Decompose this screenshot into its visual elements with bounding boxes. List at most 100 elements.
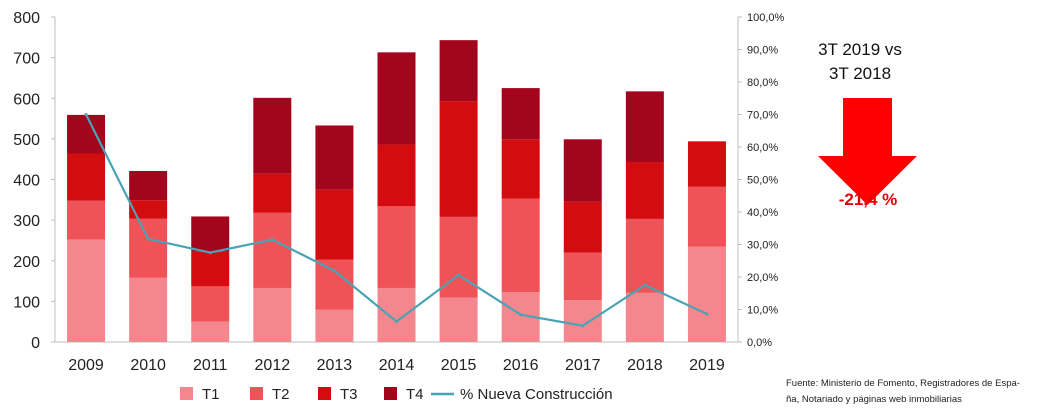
x-tick-label: 2017 xyxy=(565,357,601,374)
legend-label-t1: T1 xyxy=(202,386,220,403)
bar-t2-2018 xyxy=(625,218,664,293)
bar-t1-2018 xyxy=(625,292,664,342)
bar-t4-2015 xyxy=(439,40,478,102)
x-tick-label: 2018 xyxy=(627,357,663,374)
y2-tick-label: 30,0% xyxy=(747,240,778,252)
y2-tick-label: 10,0% xyxy=(747,305,778,317)
bar-t4-2018 xyxy=(625,91,664,163)
source-line-1: Fuente: Ministerio de Fomento, Registrad… xyxy=(786,378,1020,389)
bars-group xyxy=(67,40,726,342)
y2-tick-label: 90,0% xyxy=(747,45,778,57)
x-tick-label: 2016 xyxy=(503,357,539,374)
labels-group: 0 100 200 300 400 500 600 700 800 0,0% 10,0% 20,0% 3… xyxy=(13,10,784,374)
line-point-2013 xyxy=(332,269,336,273)
y-tick-label: 0 xyxy=(31,335,40,352)
bar-t3-2018 xyxy=(625,162,664,219)
bar-t1-2015 xyxy=(439,297,478,342)
bar-t4-2016 xyxy=(501,88,540,140)
comparison-title-line1: 3T 2019 vs xyxy=(818,40,902,59)
bar-t1-2013 xyxy=(315,309,354,342)
source-line-2: ña, Notariado y páginas web inmobiliaria… xyxy=(786,394,962,405)
x-tick-label: 2011 xyxy=(193,357,228,374)
y2-tick-label: 70,0% xyxy=(747,110,778,122)
bar-t2-2011 xyxy=(191,286,230,322)
y2-tick-label: 100,0% xyxy=(747,12,785,24)
bar-t3-2017 xyxy=(563,201,602,253)
bar-t4-2011 xyxy=(191,216,230,252)
y-tick-label: 600 xyxy=(13,91,40,108)
bar-t3-2013 xyxy=(315,189,354,260)
bar-t1-2019 xyxy=(687,246,726,342)
bar-t3-2019 xyxy=(687,141,726,187)
y-tick-label: 800 xyxy=(13,10,40,27)
bar-t2-2017 xyxy=(563,252,602,301)
bar-t2-2016 xyxy=(501,198,540,293)
y-tick-label: 100 xyxy=(13,294,40,311)
y-tick-label: 300 xyxy=(13,213,40,230)
legend-swatch-t1 xyxy=(180,387,193,400)
y-tick-label: 400 xyxy=(13,173,40,190)
line-point-2017 xyxy=(581,324,585,328)
percent-change-value: -21,4 % xyxy=(838,190,898,209)
line-point-2018 xyxy=(643,283,647,287)
legend-label-t2: T2 xyxy=(272,386,290,403)
y2-tick-label: 20,0% xyxy=(747,272,778,284)
legend-label-line: % Nueva Construcción xyxy=(460,386,613,403)
x-tick-label: 2019 xyxy=(689,357,725,374)
x-tick-label: 2013 xyxy=(317,357,353,374)
bar-t1-2017 xyxy=(563,300,602,342)
bar-t3-2014 xyxy=(377,144,416,207)
line-point-2010 xyxy=(146,237,150,241)
line-point-2014 xyxy=(395,320,398,324)
y-tick-label: 700 xyxy=(13,51,40,68)
bar-t2-2012 xyxy=(253,212,292,288)
y-tick-label: 500 xyxy=(13,132,40,149)
bar-t2-2010 xyxy=(129,218,168,278)
x-tick-label: 2012 xyxy=(255,357,291,374)
y-tick-label: 200 xyxy=(13,254,40,271)
line-point-2009 xyxy=(84,113,88,116)
y2-tick-label: 40,0% xyxy=(747,207,778,219)
bar-t2-2019 xyxy=(687,186,726,247)
bar-t4-2012 xyxy=(253,97,292,174)
axes xyxy=(51,16,742,343)
bar-t4-2014 xyxy=(377,52,416,145)
bar-t4-2010 xyxy=(129,170,168,201)
bar-t3-2012 xyxy=(253,173,292,213)
bar-t3-2009 xyxy=(67,153,106,201)
bar-t1-2012 xyxy=(253,287,292,342)
x-tick-label: 2009 xyxy=(68,357,104,374)
bar-t1-2011 xyxy=(191,321,230,342)
source-note: Fuente: Ministerio de Fomento, Registrad… xyxy=(786,376,1036,408)
bar-t4-2009 xyxy=(67,114,106,154)
y2-tick-label: 50,0% xyxy=(747,175,778,187)
bar-t4-2013 xyxy=(315,125,354,190)
x-tick-label: 2010 xyxy=(130,357,166,374)
bar-t3-2011 xyxy=(191,251,230,287)
bar-t2-2009 xyxy=(67,200,106,240)
bar-t1-2010 xyxy=(129,277,168,342)
line-point-2012 xyxy=(270,238,274,242)
legend-swatch-t4 xyxy=(384,387,397,400)
line-point-2019 xyxy=(705,312,709,316)
legend-swatch-t2 xyxy=(250,387,263,400)
x-tick-label: 2014 xyxy=(379,357,415,374)
legend-swatch-t3 xyxy=(318,387,331,400)
line-point-2011 xyxy=(208,251,212,255)
bar-t4-2017 xyxy=(563,139,602,202)
down-arrow-icon xyxy=(818,98,917,205)
line-point-2015 xyxy=(457,273,461,277)
bar-t3-2015 xyxy=(439,101,478,217)
legend-label-t4: T4 xyxy=(406,386,424,403)
bar-t2-2014 xyxy=(377,206,416,288)
line-series-group xyxy=(84,113,709,328)
bar-t1-2009 xyxy=(67,239,106,342)
y2-tick-label: 80,0% xyxy=(747,77,778,89)
y2-tick-label: 60,0% xyxy=(747,142,778,154)
legend-label-t3: T3 xyxy=(340,386,358,403)
comparison-title-line2: 3T 2018 xyxy=(828,64,892,83)
bar-t3-2016 xyxy=(501,139,540,199)
bar-t3-2010 xyxy=(129,200,168,219)
bar-t2-2013 xyxy=(315,259,354,310)
